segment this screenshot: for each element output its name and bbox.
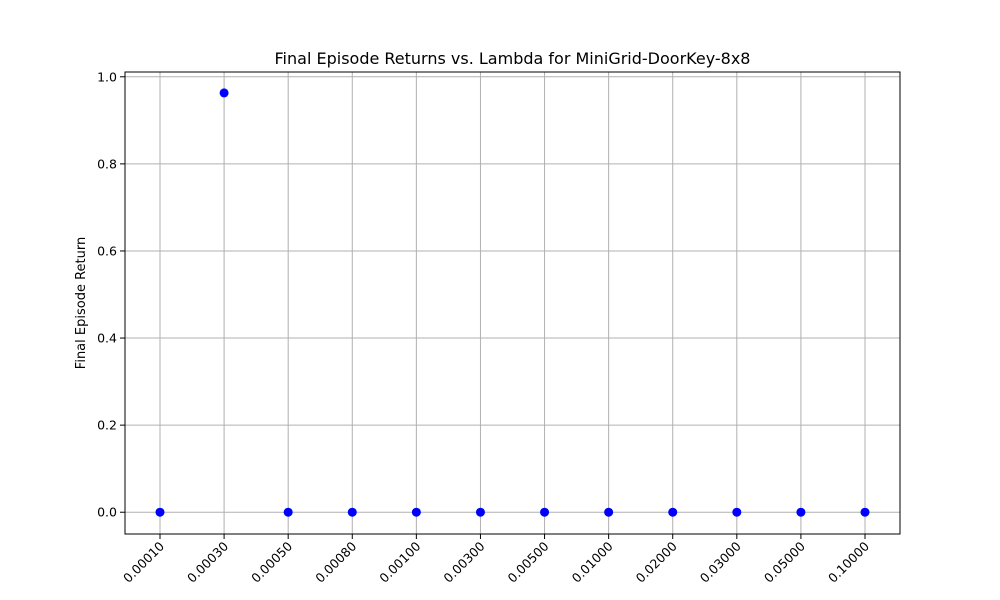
y-tick-label: 0.2 [97, 418, 117, 433]
scatter-point [604, 507, 614, 517]
scatter-point [540, 507, 550, 517]
y-tick-label: 0.6 [97, 243, 117, 258]
scatter-point [732, 507, 742, 517]
y-tick-label: 0.4 [97, 331, 117, 346]
axes-frame [124, 71, 901, 535]
data-points [155, 88, 870, 517]
grid-layer [125, 72, 900, 534]
scatter-point [219, 88, 229, 98]
scatter-point [347, 507, 357, 517]
scatter-point [155, 507, 165, 517]
y-tick-label: 0.0 [97, 505, 117, 520]
chart-title: Final Episode Returns vs. Lambda for Min… [275, 49, 751, 68]
y-axis-ticks: 0.0 0.2 0.4 0.6 0.8 1.0 [97, 69, 125, 520]
y-tick-label: 0.8 [97, 156, 117, 171]
scatter-point [860, 507, 870, 517]
scatter-point [668, 507, 678, 517]
scatter-point [411, 507, 421, 517]
scatter-point [283, 507, 293, 517]
scatter-point [796, 507, 806, 517]
y-axis-label: Final Episode Return [74, 237, 89, 369]
scatter-point [475, 507, 485, 517]
y-tick-label: 1.0 [97, 69, 117, 84]
